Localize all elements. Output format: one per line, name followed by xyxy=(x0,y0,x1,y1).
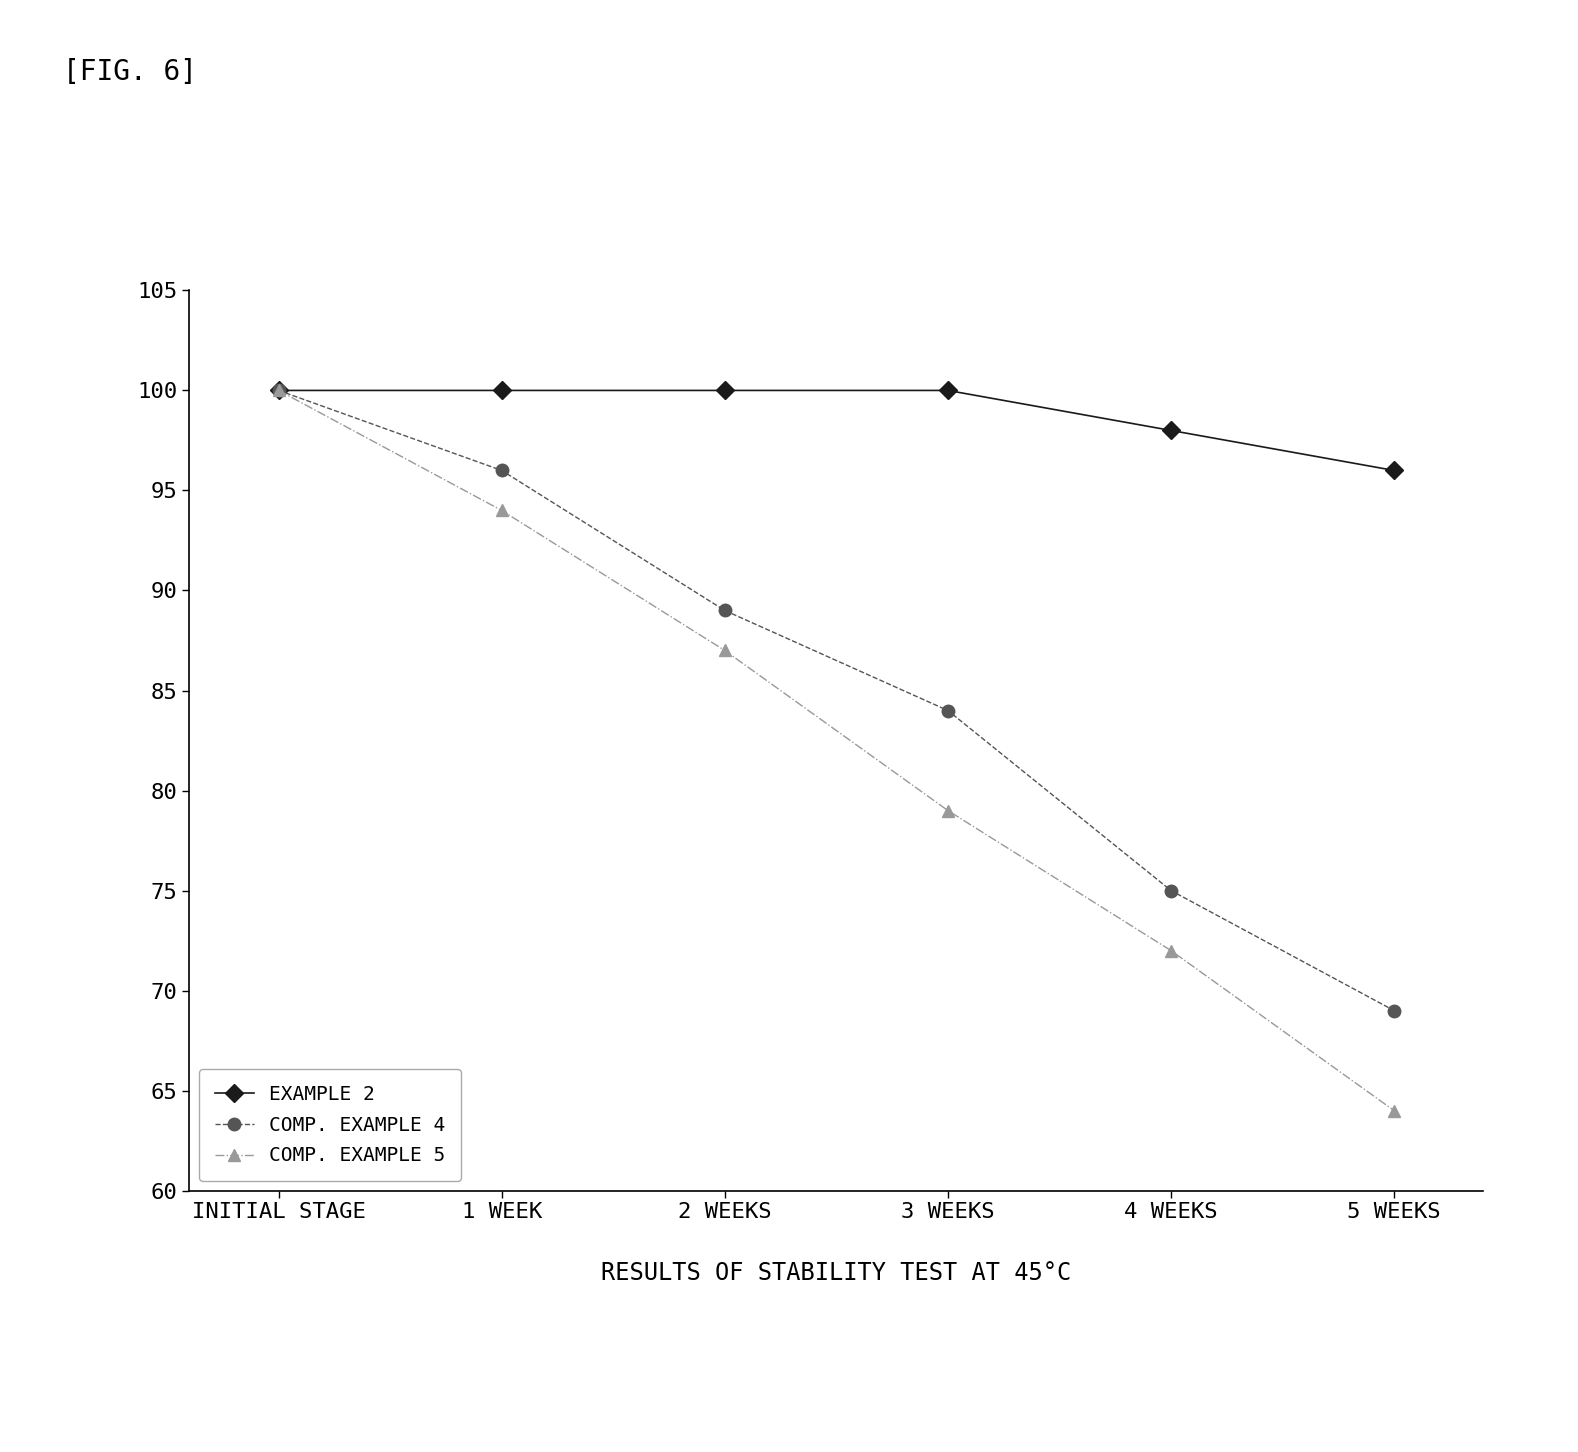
Line: EXAMPLE 2: EXAMPLE 2 xyxy=(273,385,1400,476)
EXAMPLE 2 xyxy=(939,382,958,399)
Line: COMP. EXAMPLE 5: COMP. EXAMPLE 5 xyxy=(273,385,1400,1117)
COMP. EXAMPLE 4 xyxy=(939,701,958,719)
Text: [FIG. 6]: [FIG. 6] xyxy=(63,58,197,86)
COMP. EXAMPLE 4 xyxy=(492,462,511,479)
COMP. EXAMPLE 4 xyxy=(1384,1002,1403,1019)
COMP. EXAMPLE 4 xyxy=(1161,881,1180,899)
COMP. EXAMPLE 5 xyxy=(715,642,734,659)
EXAMPLE 2 xyxy=(270,382,289,399)
COMP. EXAMPLE 5 xyxy=(939,802,958,819)
Legend: EXAMPLE 2, COMP. EXAMPLE 4, COMP. EXAMPLE 5: EXAMPLE 2, COMP. EXAMPLE 4, COMP. EXAMPL… xyxy=(199,1070,461,1180)
X-axis label: RESULTS OF STABILITY TEST AT 45°C: RESULTS OF STABILITY TEST AT 45°C xyxy=(601,1262,1071,1285)
COMP. EXAMPLE 5 xyxy=(492,502,511,520)
COMP. EXAMPLE 4 xyxy=(270,382,289,399)
COMP. EXAMPLE 5 xyxy=(1161,942,1180,960)
COMP. EXAMPLE 5 xyxy=(270,382,289,399)
EXAMPLE 2 xyxy=(1161,421,1180,439)
COMP. EXAMPLE 5 xyxy=(1384,1102,1403,1119)
EXAMPLE 2 xyxy=(715,382,734,399)
EXAMPLE 2 xyxy=(492,382,511,399)
Line: COMP. EXAMPLE 4: COMP. EXAMPLE 4 xyxy=(273,385,1400,1016)
EXAMPLE 2 xyxy=(1384,462,1403,479)
COMP. EXAMPLE 4 xyxy=(715,601,734,619)
